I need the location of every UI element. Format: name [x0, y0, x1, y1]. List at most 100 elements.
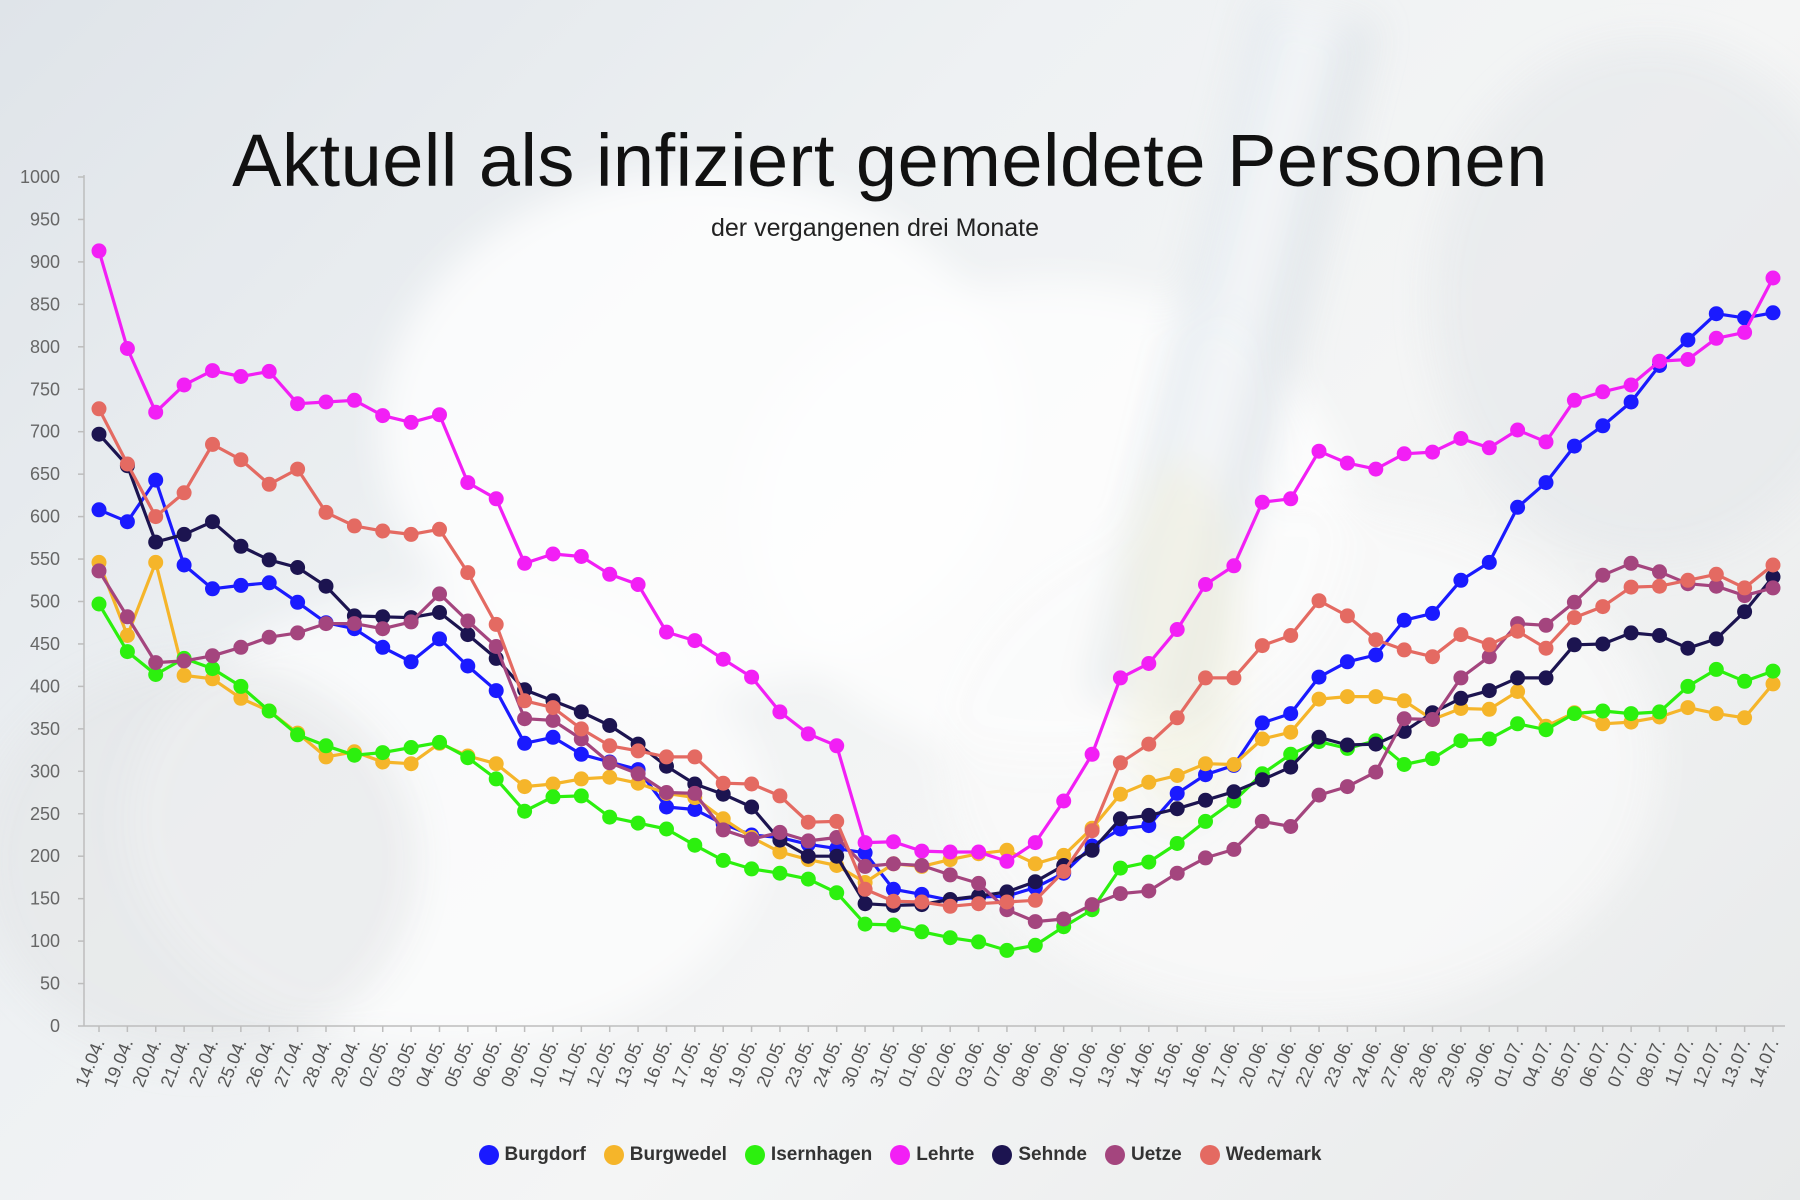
data-point-isernhagen[interactable]: [233, 678, 249, 694]
data-point-lehrte[interactable]: [1708, 330, 1724, 346]
data-point-wedemark[interactable]: [1765, 557, 1781, 573]
data-point-burgwedel[interactable]: [1396, 693, 1412, 709]
data-point-sehnde[interactable]: [1112, 811, 1128, 827]
data-point-wedemark[interactable]: [1027, 892, 1043, 908]
data-point-uetze[interactable]: [744, 831, 760, 847]
data-point-uetze[interactable]: [1141, 883, 1157, 899]
data-point-burgwedel[interactable]: [1198, 756, 1213, 772]
data-point-lehrte[interactable]: [715, 651, 731, 667]
data-point-isernhagen[interactable]: [1481, 731, 1497, 747]
data-point-isernhagen[interactable]: [1595, 703, 1611, 719]
data-point-lehrte[interactable]: [914, 843, 930, 859]
data-point-sehnde[interactable]: [460, 627, 476, 643]
data-point-uetze[interactable]: [772, 824, 788, 840]
data-point-lehrte[interactable]: [488, 491, 504, 507]
data-point-uetze[interactable]: [1368, 764, 1384, 780]
data-point-uetze[interactable]: [971, 875, 987, 891]
data-point-wedemark[interactable]: [772, 788, 788, 804]
data-point-sehnde[interactable]: [1481, 683, 1497, 699]
data-point-lehrte[interactable]: [999, 853, 1015, 869]
data-point-wedemark[interactable]: [1595, 599, 1611, 615]
data-point-wedemark[interactable]: [1538, 640, 1554, 656]
data-point-lehrte[interactable]: [1566, 392, 1582, 408]
data-point-isernhagen[interactable]: [91, 596, 107, 612]
data-point-sehnde[interactable]: [1226, 784, 1242, 800]
legend-item-sehnde[interactable]: Sehnde: [992, 1144, 1087, 1166]
data-point-wedemark[interactable]: [1339, 608, 1355, 624]
data-point-lehrte[interactable]: [885, 834, 901, 850]
data-point-uetze[interactable]: [1112, 886, 1128, 902]
data-point-lehrte[interactable]: [233, 369, 249, 384]
data-point-burgdorf[interactable]: [403, 654, 419, 670]
data-point-isernhagen[interactable]: [261, 703, 277, 719]
data-point-burgdorf[interactable]: [1425, 605, 1440, 621]
data-point-burgdorf[interactable]: [1254, 715, 1270, 731]
legend-item-uetze[interactable]: Uetze: [1105, 1144, 1182, 1166]
data-point-lehrte[interactable]: [942, 844, 958, 860]
data-point-lehrte[interactable]: [1226, 558, 1242, 574]
data-point-wedemark[interactable]: [318, 504, 334, 520]
data-point-burgdorf[interactable]: [1198, 767, 1213, 783]
data-point-lehrte[interactable]: [630, 577, 646, 592]
data-point-wedemark[interactable]: [1453, 627, 1469, 643]
data-point-sehnde[interactable]: [432, 605, 447, 620]
data-point-uetze[interactable]: [659, 785, 674, 800]
data-point-uetze[interactable]: [1198, 850, 1213, 866]
data-point-wedemark[interactable]: [1623, 579, 1639, 595]
data-point-isernhagen[interactable]: [517, 803, 533, 819]
data-point-isernhagen[interactable]: [432, 734, 447, 750]
data-point-isernhagen[interactable]: [1623, 706, 1639, 722]
data-point-burgdorf[interactable]: [432, 631, 447, 647]
data-point-sehnde[interactable]: [148, 534, 164, 550]
data-point-isernhagen[interactable]: [1169, 836, 1185, 851]
data-point-lehrte[interactable]: [1339, 455, 1355, 471]
data-point-wedemark[interactable]: [971, 896, 987, 912]
data-point-lehrte[interactable]: [460, 475, 476, 491]
data-point-wedemark[interactable]: [488, 616, 504, 632]
data-point-uetze[interactable]: [1027, 914, 1043, 930]
data-point-lehrte[interactable]: [148, 404, 164, 420]
data-point-wedemark[interactable]: [290, 461, 306, 477]
data-point-isernhagen[interactable]: [290, 727, 306, 743]
data-point-lehrte[interactable]: [432, 407, 447, 423]
data-point-wedemark[interactable]: [687, 749, 703, 765]
data-point-sehnde[interactable]: [1538, 670, 1554, 686]
data-point-burgwedel[interactable]: [999, 842, 1015, 858]
data-point-sehnde[interactable]: [1283, 759, 1299, 775]
data-point-burgwedel[interactable]: [1254, 731, 1270, 747]
data-point-sehnde[interactable]: [1084, 842, 1100, 858]
data-point-isernhagen[interactable]: [205, 661, 220, 677]
data-point-lehrte[interactable]: [375, 408, 391, 424]
data-point-burgdorf[interactable]: [687, 802, 703, 817]
data-point-wedemark[interactable]: [346, 518, 362, 534]
data-point-sehnde[interactable]: [261, 552, 277, 568]
data-point-lehrte[interactable]: [517, 555, 533, 571]
data-point-wedemark[interactable]: [176, 485, 192, 501]
legend-item-wedemark[interactable]: Wedemark: [1199, 1144, 1321, 1166]
data-point-isernhagen[interactable]: [318, 738, 334, 754]
data-point-sehnde[interactable]: [602, 718, 618, 733]
data-point-lehrte[interactable]: [1368, 461, 1384, 477]
data-point-burgwedel[interactable]: [488, 756, 504, 772]
data-point-wedemark[interactable]: [432, 521, 447, 537]
data-point-isernhagen[interactable]: [1425, 751, 1440, 767]
data-point-sehnde[interactable]: [176, 526, 192, 542]
data-point-lehrte[interactable]: [1538, 434, 1554, 450]
data-point-lehrte[interactable]: [1623, 377, 1639, 393]
data-point-wedemark[interactable]: [1652, 578, 1667, 594]
data-point-isernhagen[interactable]: [999, 942, 1015, 958]
data-point-wedemark[interactable]: [602, 738, 618, 754]
data-point-burgdorf[interactable]: [1169, 785, 1185, 801]
data-point-isernhagen[interactable]: [460, 750, 476, 766]
data-point-burgwedel[interactable]: [1708, 706, 1724, 722]
data-point-burgdorf[interactable]: [1566, 438, 1582, 454]
data-point-burgwedel[interactable]: [517, 779, 533, 795]
data-point-burgdorf[interactable]: [1680, 332, 1696, 348]
data-point-uetze[interactable]: [318, 616, 334, 632]
data-point-sehnde[interactable]: [1566, 637, 1582, 653]
data-point-burgdorf[interactable]: [290, 594, 306, 610]
data-point-uetze[interactable]: [1169, 865, 1185, 881]
data-point-burgdorf[interactable]: [1595, 418, 1611, 434]
data-point-wedemark[interactable]: [1396, 642, 1412, 658]
data-point-isernhagen[interactable]: [1708, 661, 1724, 677]
